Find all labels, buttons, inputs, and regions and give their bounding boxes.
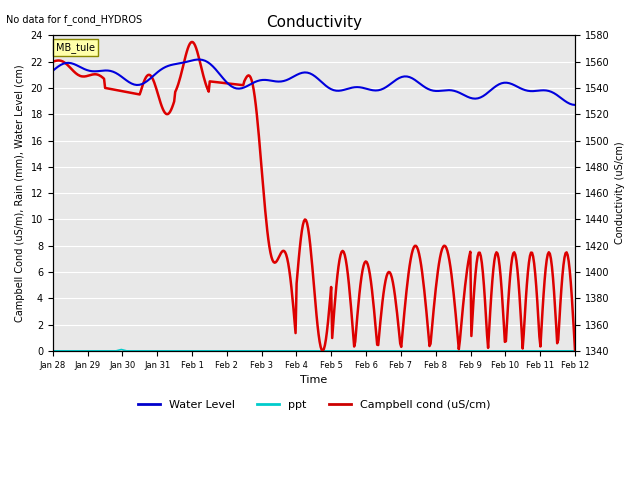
Y-axis label: Campbell Cond (uS/m), Rain (mm), Water Level (cm): Campbell Cond (uS/m), Rain (mm), Water L… xyxy=(15,64,25,322)
Text: MB_tule: MB_tule xyxy=(56,42,95,53)
Text: No data for f_cond_HYDROS: No data for f_cond_HYDROS xyxy=(6,14,143,25)
X-axis label: Time: Time xyxy=(300,375,328,385)
Legend: Water Level, ppt, Campbell cond (uS/cm): Water Level, ppt, Campbell cond (uS/cm) xyxy=(133,396,495,415)
Title: Conductivity: Conductivity xyxy=(266,15,362,30)
Y-axis label: Conductivity (uS/cm): Conductivity (uS/cm) xyxy=(615,142,625,244)
